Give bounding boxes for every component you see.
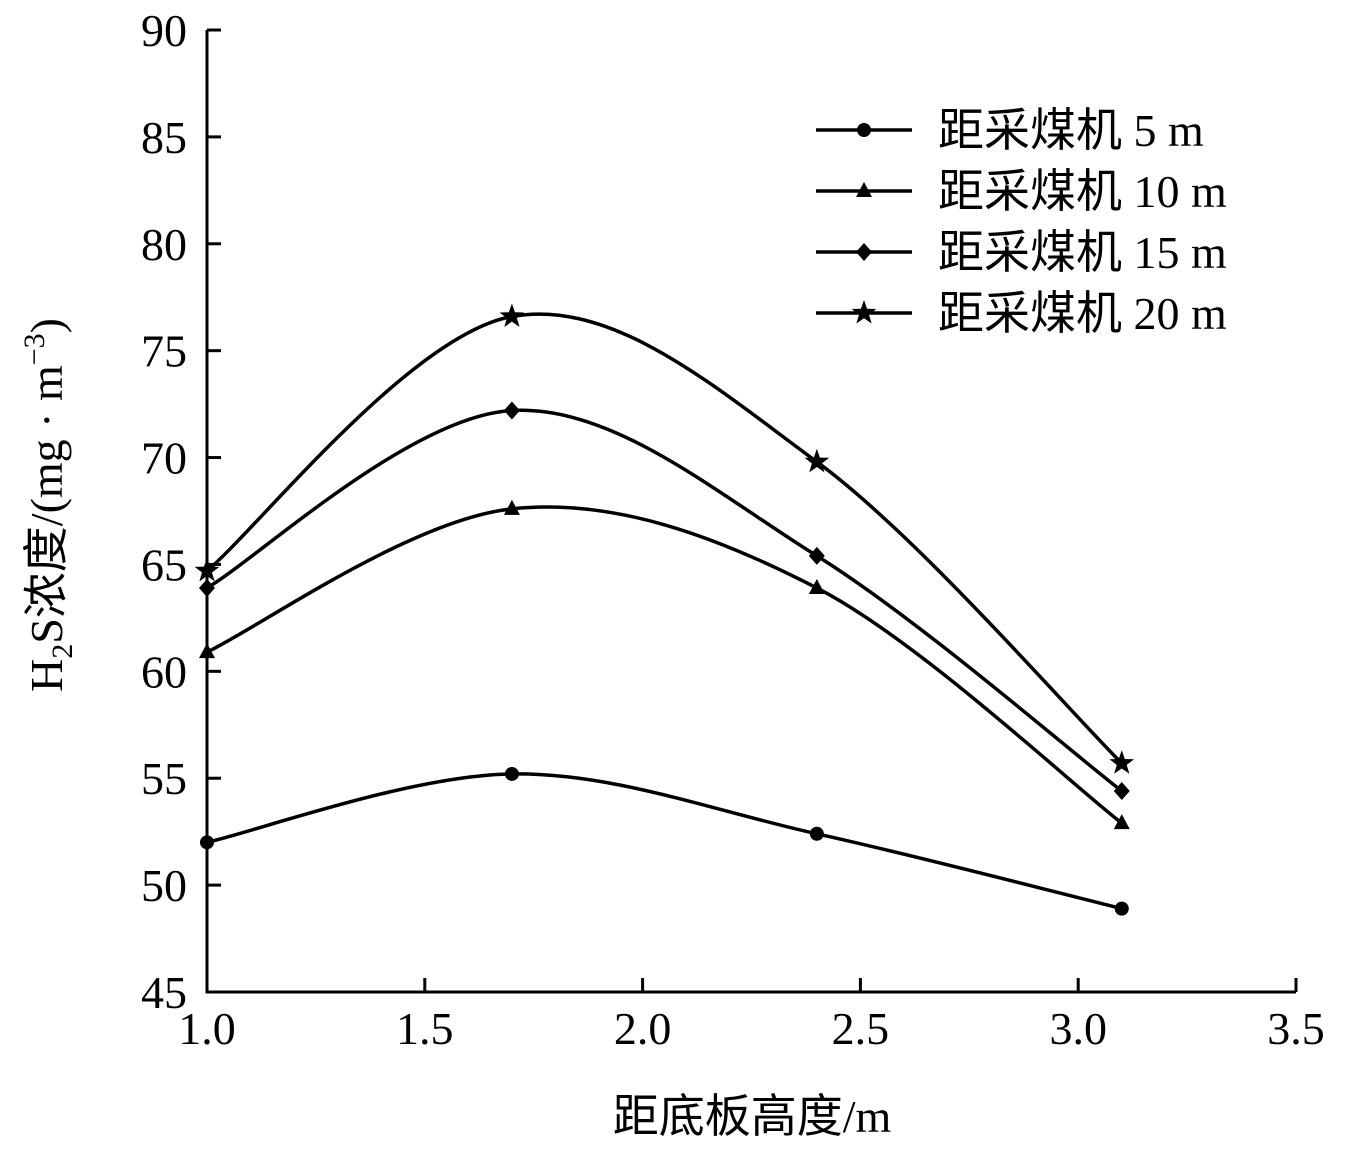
- data-point-diamond: [199, 578, 215, 597]
- data-point-circle: [200, 835, 214, 850]
- data-point-star: [851, 300, 877, 324]
- data-point-triangle: [199, 643, 215, 659]
- data-point-circle: [1114, 901, 1129, 916]
- legend-item: 距采煤机 10 m: [816, 166, 1227, 217]
- legend-label: 距采煤机 10 m: [938, 166, 1227, 217]
- series-line: [206, 505, 1123, 825]
- y-axis-title-close: ): [21, 318, 72, 333]
- y-tick-label: 65: [141, 539, 187, 590]
- series-diamond: [199, 401, 1130, 801]
- x-axis-title: 距底板高度/m: [613, 1091, 892, 1142]
- data-point-star: [194, 557, 220, 582]
- data-point-triangle: [1113, 814, 1130, 830]
- data-point-triangle: [856, 182, 872, 197]
- y-axis-title-main: H: [21, 659, 72, 692]
- y-tick-label: 80: [141, 219, 187, 270]
- y-axis-title-sub: 2: [46, 644, 79, 659]
- series-group: [194, 303, 1135, 916]
- y-tick-label: 60: [141, 646, 187, 697]
- data-point-diamond: [808, 546, 825, 565]
- legend-label: 距采煤机 5 m: [938, 105, 1204, 156]
- x-tick-label: 1.5: [396, 1003, 454, 1054]
- series-triangle: [199, 499, 1130, 830]
- data-point-circle: [504, 766, 519, 781]
- y-tick-label: 90: [141, 5, 187, 56]
- data-point-circle: [857, 123, 871, 137]
- data-point-diamond: [503, 401, 520, 420]
- x-tick-label: 2.5: [832, 1003, 890, 1054]
- x-tick-label: 1.0: [178, 1003, 236, 1054]
- legend-label: 距采煤机 15 m: [938, 227, 1227, 278]
- data-point-star: [804, 448, 830, 473]
- series-line: [205, 312, 1123, 765]
- y-tick-label: 75: [141, 326, 187, 377]
- y-tick-label: 45: [141, 967, 187, 1018]
- y-tick-label: 55: [141, 753, 187, 804]
- x-tick-label: 3.5: [1267, 1003, 1325, 1054]
- data-point-triangle: [808, 578, 825, 594]
- data-point-diamond: [1113, 782, 1130, 801]
- y-axis-title-sup: −3: [18, 333, 51, 365]
- data-point-star: [499, 303, 525, 327]
- legend-item: 距采煤机 20 m: [816, 288, 1227, 339]
- data-point-diamond: [856, 243, 872, 261]
- x-tick-label: 2.0: [614, 1003, 672, 1054]
- data-point-circle: [809, 826, 824, 841]
- axes: 45 50 55 60 65 70 75 80 85 90 1.0 1.5 2.0 2.5 3.0 3.5: [141, 5, 1325, 1054]
- legend: 距采煤机 5 m 距采煤机 10 m 距采煤机 15 m 距采煤机 20 m: [816, 105, 1227, 339]
- y-tick-label: 85: [141, 112, 187, 163]
- legend-item: 距采煤机 15 m: [816, 227, 1227, 278]
- y-axis-title-rest: S浓度/(mg · m: [21, 365, 72, 644]
- series-star: [194, 303, 1135, 774]
- series-line: [206, 772, 1123, 911]
- y-tick-label: 70: [141, 433, 187, 484]
- series-line: [206, 408, 1123, 793]
- y-axis-title: H2S浓度/(mg · m−3): [18, 318, 79, 692]
- data-point-star: [1109, 750, 1135, 774]
- series-circle: [200, 766, 1129, 916]
- x-tick-label: 3.0: [1049, 1003, 1107, 1054]
- y-tick-label: 50: [141, 860, 187, 911]
- legend-label: 距采煤机 20 m: [938, 288, 1227, 339]
- legend-item: 距采煤机 5 m: [816, 105, 1204, 156]
- data-point-triangle: [503, 499, 520, 515]
